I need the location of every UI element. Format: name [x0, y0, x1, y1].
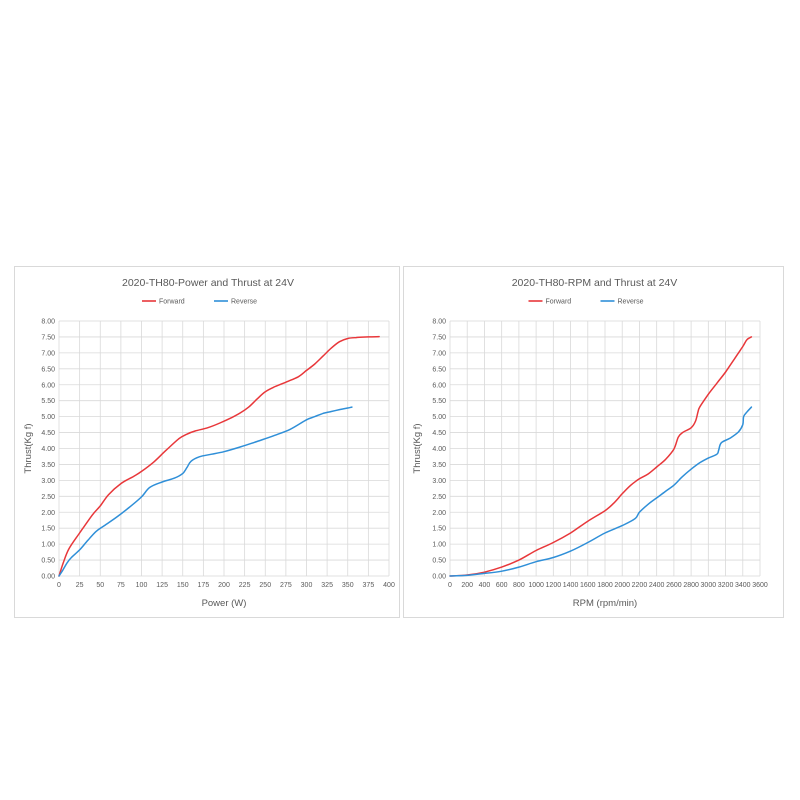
x-tick-label: 50	[96, 582, 104, 589]
x-tick-label: 2800	[683, 582, 699, 589]
x-tick-label: 1400	[563, 582, 579, 589]
y-axis-label: Thrust(Kg f)	[412, 423, 423, 473]
x-tick-label: 100	[136, 582, 148, 589]
legend-label-forward: Forward	[159, 299, 185, 306]
x-tick-label: 3000	[701, 582, 717, 589]
legend-label-forward: Forward	[546, 299, 572, 306]
x-tick-label: 300	[301, 582, 313, 589]
legend: Forward Reverse	[528, 299, 644, 306]
y-tick-label: 3.00	[41, 478, 55, 485]
x-tick-label: 0	[57, 582, 61, 589]
x-tick-label: 75	[117, 582, 125, 589]
y-tick-label: 3.50	[41, 462, 55, 469]
y-tick-label: 2.00	[41, 510, 55, 517]
y-tick-label: 1.50	[41, 526, 55, 533]
x-axis-label: Power (W)	[202, 598, 247, 609]
x-tick-label: 3600	[752, 582, 768, 589]
y-tick-label: 6.00	[41, 382, 55, 389]
y-tick-label: 6.50	[41, 366, 55, 373]
y-tick-label: 7.50	[41, 334, 55, 341]
x-tick-label: 200	[461, 582, 473, 589]
series-line-forward	[449, 336, 753, 577]
y-tick-label: 1.00	[432, 542, 446, 549]
x-tick-label: 25	[76, 582, 84, 589]
x-tick-label: 800	[513, 582, 525, 589]
y-tick-label: 1.00	[41, 542, 55, 549]
x-tick-label: 250	[259, 582, 271, 589]
chart-title: 2020-TH80-RPM and Thrust at 24V	[512, 277, 678, 289]
x-axis-label: RPM (rpm/min)	[573, 598, 637, 609]
x-tick-label: 1000	[528, 582, 544, 589]
y-tick-label: 0.00	[41, 574, 55, 581]
x-tick-label: 3400	[735, 582, 751, 589]
y-tick-label: 5.50	[432, 398, 446, 405]
x-tick-label: 2000	[614, 582, 630, 589]
series-line-reverse	[449, 406, 753, 577]
y-tick-label: 6.00	[432, 382, 446, 389]
series-line-reverse	[58, 406, 353, 577]
x-tick-label: 1200	[546, 582, 562, 589]
y-tick-label: 2.50	[41, 494, 55, 501]
legend-label-reverse: Reverse	[618, 299, 644, 306]
x-tick-label: 350	[342, 582, 354, 589]
x-tick-label: 600	[496, 582, 508, 589]
y-tick-label: 4.50	[432, 430, 446, 437]
x-tick-label: 2200	[632, 582, 648, 589]
legend-label-reverse: Reverse	[231, 299, 257, 306]
y-tick-label: 4.50	[41, 430, 55, 437]
x-tick-label: 400	[383, 582, 395, 589]
x-tick-label: 225	[239, 582, 251, 589]
y-tick-label: 8.00	[41, 319, 55, 326]
x-tick-label: 2600	[666, 582, 682, 589]
x-tick-label: 3200	[718, 582, 734, 589]
x-tick-label: 150	[177, 582, 189, 589]
chart-panel-rpm: 2020-TH80-RPM and Thrust at 24V Forward Re…	[403, 266, 784, 618]
x-tick-label: 400	[479, 582, 491, 589]
x-tick-label: 200	[218, 582, 230, 589]
y-tick-label: 7.50	[432, 334, 446, 341]
y-tick-label: 6.50	[432, 366, 446, 373]
x-tick-label: 275	[280, 582, 292, 589]
x-tick-label: 1800	[597, 582, 613, 589]
y-tick-label: 0.50	[432, 558, 446, 565]
x-tick-label: 325	[321, 582, 333, 589]
y-tick-label: 8.00	[432, 319, 446, 326]
y-tick-label: 0.00	[432, 574, 446, 581]
chart-power-thrust: 2020-TH80-Power and Thrust at 24V Forward…	[23, 277, 395, 609]
y-tick-label: 5.00	[41, 414, 55, 421]
y-tick-label: 4.00	[41, 446, 55, 453]
x-tick-label: 175	[198, 582, 210, 589]
y-tick-label: 5.00	[432, 414, 446, 421]
series-line-forward	[58, 335, 380, 577]
x-tick-label: 125	[156, 582, 168, 589]
y-tick-label: 7.00	[432, 350, 446, 357]
y-tick-label: 2.50	[432, 494, 446, 501]
x-tick-label: 2400	[649, 582, 665, 589]
legend: Forward Reverse	[142, 299, 257, 306]
y-axis-label: Thrust(Kg f)	[23, 423, 34, 473]
y-tick-label: 3.00	[432, 478, 446, 485]
x-tick-label: 0	[448, 582, 452, 589]
chart-rpm-thrust: 2020-TH80-RPM and Thrust at 24V Forward Re…	[412, 277, 768, 609]
y-tick-label: 5.50	[41, 398, 55, 405]
x-tick-label: 375	[363, 582, 375, 589]
x-tick-label: 1600	[580, 582, 596, 589]
y-tick-label: 3.50	[432, 462, 446, 469]
y-tick-label: 4.00	[432, 446, 446, 453]
y-tick-label: 1.50	[432, 526, 446, 533]
chart-title: 2020-TH80-Power and Thrust at 24V	[122, 277, 294, 289]
y-tick-label: 0.50	[41, 558, 55, 565]
y-tick-label: 7.00	[41, 350, 55, 357]
y-tick-label: 2.00	[432, 510, 446, 517]
chart-panel-power: 2020-TH80-Power and Thrust at 24V Forward…	[14, 266, 400, 618]
